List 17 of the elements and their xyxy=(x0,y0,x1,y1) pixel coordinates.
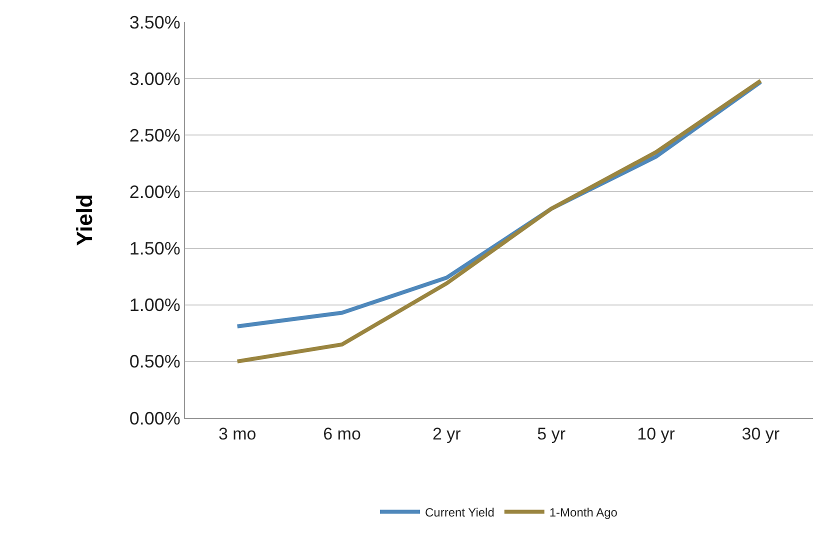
y-axis-title: Yield xyxy=(72,194,98,246)
x-tick-label: 5 yr xyxy=(537,424,566,444)
y-tick-label: 2.50% xyxy=(129,125,180,146)
x-tick-label: 6 mo xyxy=(323,424,361,444)
y-tick-label: 3.00% xyxy=(129,68,180,89)
legend-label: Current Yield xyxy=(425,505,494,520)
x-tick-label: 3 mo xyxy=(218,424,256,444)
y-tick-label: 3.50% xyxy=(129,12,180,32)
x-tick-label: 30 yr xyxy=(742,424,780,444)
y-tick-label: 0.50% xyxy=(129,352,180,372)
y-tick-label: 1.50% xyxy=(129,238,180,259)
y-tick-label: 0.00% xyxy=(129,408,180,428)
y-tick-label: 1.00% xyxy=(129,295,180,316)
y-tick-label: 2.00% xyxy=(129,182,180,202)
x-tick-label: 10 yr xyxy=(637,424,676,444)
x-tick-label: 2 yr xyxy=(432,424,462,444)
legend-label: 1-Month Ago xyxy=(549,505,618,520)
